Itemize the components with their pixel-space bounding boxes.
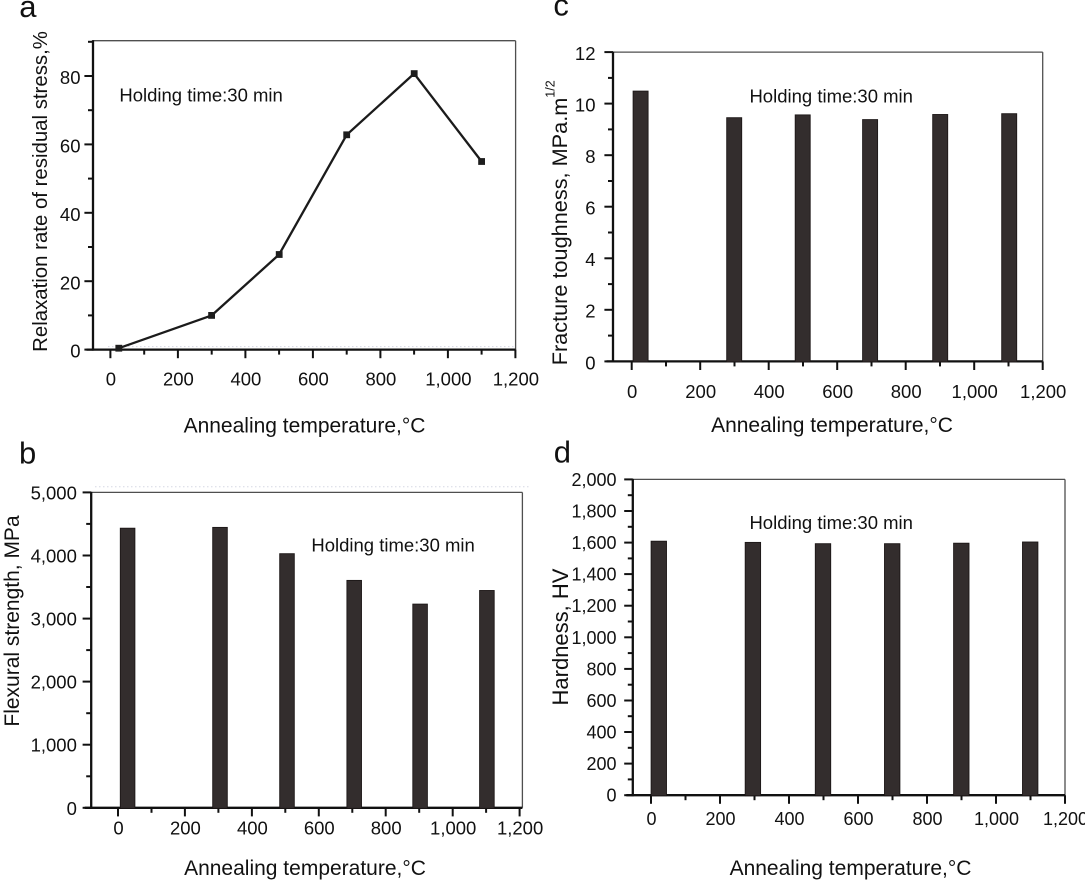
svg-text:400: 400 <box>586 723 616 743</box>
svg-text:8: 8 <box>585 146 595 167</box>
svg-text:200: 200 <box>685 381 716 402</box>
svg-text:0: 0 <box>70 341 80 362</box>
svg-text:400: 400 <box>237 817 268 838</box>
svg-text:400: 400 <box>230 368 261 389</box>
svg-text:40: 40 <box>60 204 81 225</box>
svg-text:a: a <box>19 0 37 24</box>
svg-text:d: d <box>554 434 571 469</box>
svg-text:2,000: 2,000 <box>571 470 616 490</box>
svg-text:2,000: 2,000 <box>31 672 77 693</box>
svg-text:5,000: 5,000 <box>31 482 77 503</box>
svg-text:Holding time:30 min: Holding time:30 min <box>311 534 475 555</box>
svg-text:Holding time:30 min: Holding time:30 min <box>119 84 283 105</box>
svg-text:800: 800 <box>371 817 402 838</box>
svg-text:Holding time:30 min: Holding time:30 min <box>749 86 913 107</box>
svg-text:1,200: 1,200 <box>571 596 616 616</box>
svg-text:600: 600 <box>298 368 329 389</box>
svg-text:200: 200 <box>586 754 616 774</box>
svg-text:1,200: 1,200 <box>497 817 543 838</box>
svg-text:Annealing temperature,°C: Annealing temperature,°C <box>184 415 426 438</box>
svg-text:10: 10 <box>575 95 596 116</box>
svg-text:1,000: 1,000 <box>571 628 616 648</box>
svg-text:Flexural strength, MPa: Flexural strength, MPa <box>1 515 24 727</box>
svg-text:Annealing temperature,°C: Annealing temperature,°C <box>711 414 953 437</box>
svg-text:600: 600 <box>843 809 873 829</box>
svg-text:20: 20 <box>60 272 81 293</box>
svg-text:0: 0 <box>67 798 77 819</box>
svg-text:1,000: 1,000 <box>425 368 471 389</box>
svg-text:0: 0 <box>627 381 637 402</box>
svg-text:600: 600 <box>304 817 335 838</box>
svg-text:60: 60 <box>60 136 81 157</box>
svg-text:800: 800 <box>586 659 616 679</box>
svg-text:6: 6 <box>585 198 595 219</box>
svg-text:400: 400 <box>754 381 785 402</box>
svg-text:2: 2 <box>585 301 595 322</box>
svg-text:800: 800 <box>912 809 942 829</box>
svg-text:0: 0 <box>113 817 123 838</box>
svg-text:1,200: 1,200 <box>1020 381 1066 402</box>
svg-text:600: 600 <box>586 691 616 711</box>
svg-text:12: 12 <box>575 43 596 64</box>
svg-text:0: 0 <box>585 352 595 373</box>
svg-text:800: 800 <box>891 381 922 402</box>
svg-text:80: 80 <box>60 67 81 88</box>
svg-text:800: 800 <box>365 368 396 389</box>
svg-text:3,000: 3,000 <box>31 609 77 630</box>
svg-text:Annealing temperature,°C: Annealing temperature,°C <box>730 857 972 880</box>
svg-text:1,000: 1,000 <box>430 817 476 838</box>
svg-text:0: 0 <box>606 786 616 806</box>
svg-text:Holding time:30 min: Holding time:30 min <box>749 512 913 533</box>
svg-text:1,000: 1,000 <box>31 735 77 756</box>
svg-text:c: c <box>553 0 569 23</box>
svg-text:Relaxation rate of residual st: Relaxation rate of residual stress,% <box>30 31 52 352</box>
svg-text:600: 600 <box>822 381 853 402</box>
svg-text:1,600: 1,600 <box>571 533 616 553</box>
svg-text:1,200: 1,200 <box>1043 809 1085 829</box>
svg-text:1,800: 1,800 <box>571 502 616 522</box>
svg-text:4: 4 <box>585 249 595 270</box>
svg-text:4,000: 4,000 <box>31 546 77 567</box>
svg-text:Hardness, HV: Hardness, HV <box>548 568 573 705</box>
svg-text:b: b <box>19 435 36 470</box>
svg-text:0: 0 <box>106 368 116 389</box>
svg-text:Fracture toughness, MPa.m1/2: Fracture toughness, MPa.m1/2 <box>544 80 572 365</box>
svg-text:200: 200 <box>163 368 194 389</box>
svg-text:1,200: 1,200 <box>493 368 539 389</box>
svg-text:Annealing temperature,°C: Annealing temperature,°C <box>184 857 426 880</box>
svg-text:200: 200 <box>705 809 735 829</box>
svg-text:1,000: 1,000 <box>974 809 1019 829</box>
svg-text:400: 400 <box>774 809 804 829</box>
svg-text:200: 200 <box>170 817 201 838</box>
svg-text:1,400: 1,400 <box>571 565 616 585</box>
svg-text:1,000: 1,000 <box>952 381 998 402</box>
svg-text:0: 0 <box>646 809 656 829</box>
